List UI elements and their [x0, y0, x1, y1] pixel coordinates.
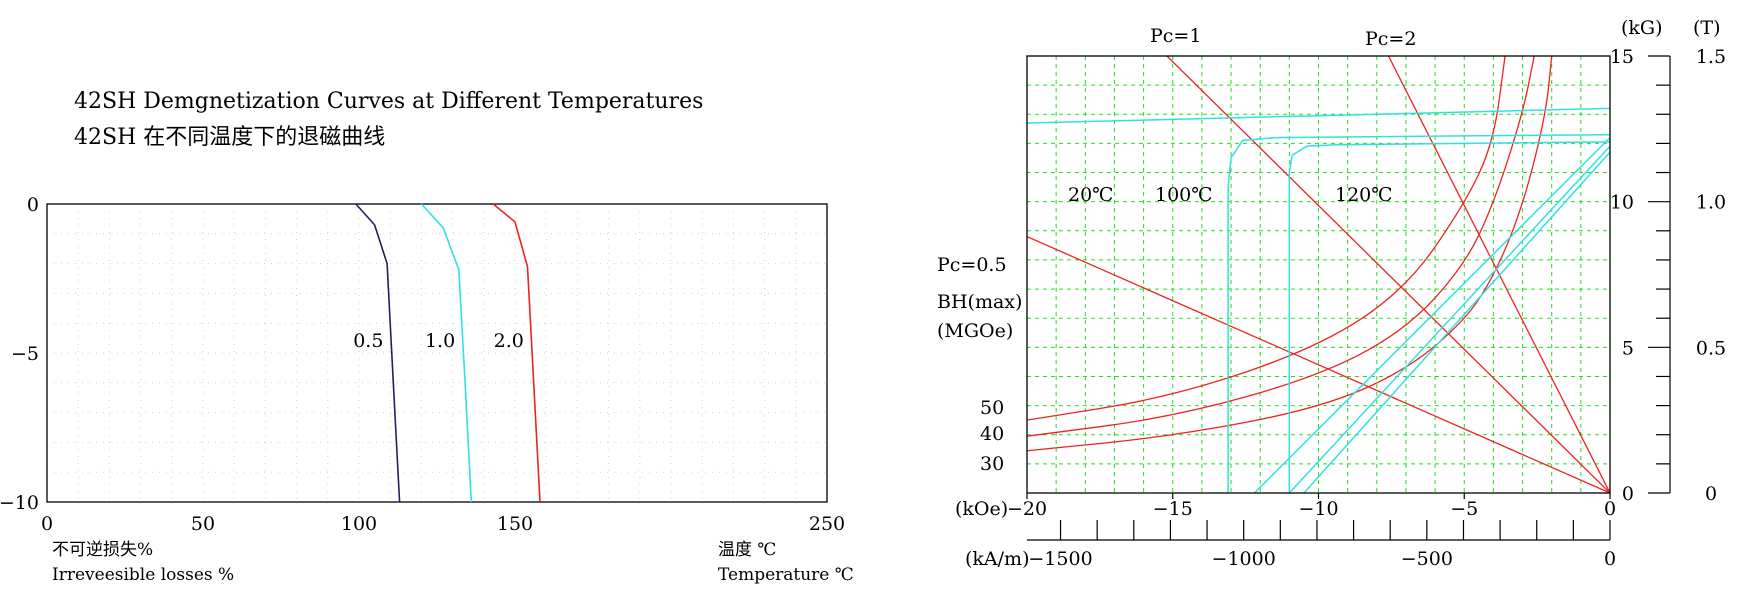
- kam-tick-label: 0: [1604, 548, 1616, 570]
- bhmax-30: 30: [980, 453, 1004, 475]
- left-series-line-0.5: [355, 203, 401, 503]
- left-y-tick-label: −5: [11, 343, 39, 365]
- left-plot: 0 50 100 150 250 0 −5 −10 0.5 1.0 2.0: [0, 194, 845, 535]
- t-tick-label: 0: [1705, 483, 1717, 505]
- left-x-tick-label: 50: [191, 513, 215, 535]
- load-line-Pc=0.5: [1027, 236, 1610, 493]
- t-tick-label: 0.5: [1696, 337, 1726, 359]
- left-xlabel: 温度 ℃: [718, 540, 776, 560]
- koe-tick-label: −20: [1007, 498, 1047, 520]
- kam-tick-label: −1000: [1212, 548, 1276, 570]
- left-plot-frame: [46, 203, 828, 503]
- left-ylabel-en: Irreveesible losses %: [52, 565, 234, 585]
- koe-tick-label: −15: [1153, 498, 1193, 520]
- temp-100: 100℃: [1155, 184, 1213, 206]
- kg-tick-label: 15: [1610, 46, 1634, 68]
- bhmax-50: 50: [980, 397, 1004, 419]
- koe-tick-label: −10: [1298, 498, 1338, 520]
- kam-tick-label: −1500: [1028, 548, 1092, 570]
- bhmax-curve-30: [1027, 56, 1553, 452]
- left-series-label-2.0: 2.0: [494, 330, 524, 352]
- left-series-label-0.5: 0.5: [353, 330, 383, 352]
- left-y-tick-label: −10: [0, 492, 39, 514]
- kg-tick-label: 10: [1610, 192, 1634, 214]
- left-xlabel-en: Temperature ℃: [718, 565, 854, 585]
- left-series-line-1.0: [420, 203, 473, 503]
- kg-tick-label: 0: [1622, 483, 1634, 505]
- demag-curve-recoil 3: [1303, 151, 1610, 493]
- left-series-label-1.0: 1.0: [425, 330, 455, 352]
- bhmax-unit: (MGOe): [937, 320, 1013, 342]
- right-plot: −20 −15 −10 −5 0−1500 −1000 −500 005101500.51.0…: [1007, 46, 1726, 570]
- demag-curve-20℃: [1027, 107, 1610, 124]
- right-curves: [1027, 56, 1610, 493]
- right-ylabel-t: (T): [1693, 17, 1721, 39]
- bhmax-curve-40: [1027, 56, 1535, 437]
- bhmax-curve-50: [1027, 56, 1506, 421]
- pc1-label: Pc=1: [1150, 25, 1201, 47]
- left-ylabel: 不可逆损失%: [52, 540, 153, 560]
- bhmax-label: BH(max): [937, 291, 1022, 313]
- temp-20: 20℃: [1068, 184, 1113, 206]
- left-x-tick-label: 250: [809, 513, 845, 535]
- t-tick-label: 1.0: [1696, 192, 1726, 214]
- koe-tick-label: −5: [1450, 498, 1478, 520]
- koe-tick-label: 0: [1604, 498, 1616, 520]
- left-y-tick-label: 0: [27, 194, 39, 216]
- pc2-label: Pc=2: [1365, 28, 1416, 50]
- left-x-tick-label: 100: [341, 513, 377, 535]
- left-title: 42SH Demgnetization Curves at Different …: [74, 89, 703, 114]
- left-series-line-2.0: [492, 203, 541, 503]
- demag-curve-120℃ recoil: [1288, 145, 1610, 493]
- demag-curve-100℃ recoil: [1253, 137, 1610, 493]
- demag-curve-120℃: [1288, 141, 1610, 493]
- bhmax-40: 40: [980, 423, 1004, 445]
- load-line-Pc=1: [1166, 56, 1610, 493]
- kg-tick-label: 5: [1622, 337, 1634, 359]
- left-x-tick-label: 150: [497, 513, 533, 535]
- left-x-tick-label: 0: [41, 513, 53, 535]
- demag-curve-100℃: [1227, 133, 1610, 493]
- pc05-label: Pc=0.5: [937, 254, 1007, 276]
- kam-tick-label: −500: [1401, 548, 1453, 570]
- right-xlabel-kam: (kA/m): [965, 548, 1029, 570]
- t-tick-label: 1.5: [1696, 46, 1726, 68]
- right-ylabel-kg: (kG): [1621, 17, 1663, 39]
- left-subtitle: 42SH 在不同温度下的退磁曲线: [74, 125, 385, 150]
- temp-120: 120℃: [1335, 184, 1393, 206]
- right-xlabel-koe: (kOe): [955, 498, 1008, 520]
